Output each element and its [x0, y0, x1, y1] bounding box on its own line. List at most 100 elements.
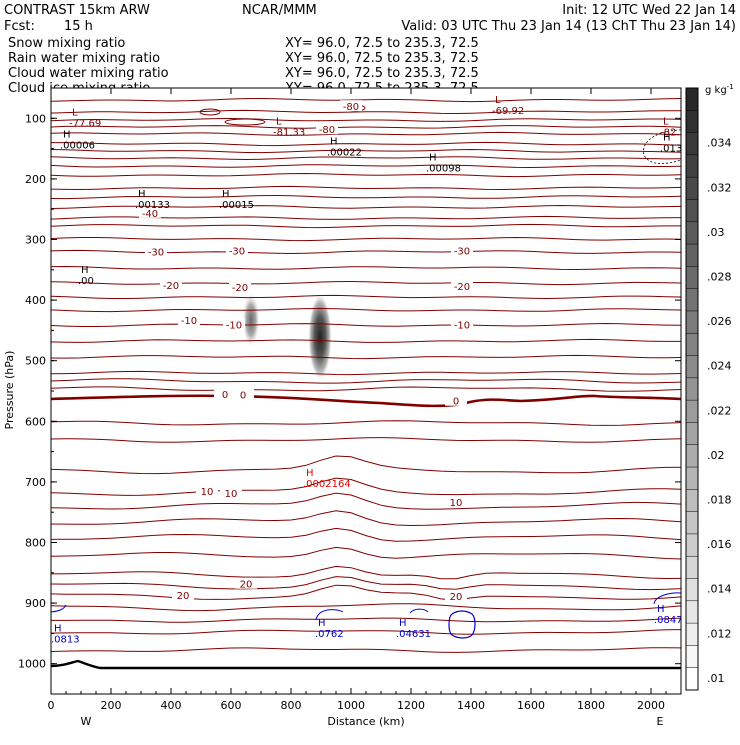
forecast-label: Fcst: [4, 19, 35, 34]
legend-snow-label: Snow mixing ratio [8, 36, 125, 51]
colorbar-segment [686, 221, 698, 245]
contour-label: 10 [201, 487, 214, 498]
extrema-labels: L-77.69 L-81.33L-69.92L-82.3H.00006 H.0002… [51, 95, 683, 645]
colorbar-segment [686, 422, 698, 446]
contour-label: -10 [454, 320, 470, 331]
title-left: CONTRAST 15km ARW [4, 3, 150, 18]
colorbar-segment [686, 623, 698, 646]
legend-cloud-water-xy: XY= 96.0, 72.5 to 235.3, 72.5 [285, 66, 479, 81]
cloud-water-blob-1 [448, 610, 476, 639]
temperature-contour-line [51, 386, 681, 392]
contour-label-bg [214, 388, 236, 400]
valid-time: Valid: 03 UTC Thu 23 Jan 14 (13 ChT Thu … [401, 19, 736, 34]
colorbar-segment [686, 177, 698, 200]
colorbar-segment [686, 333, 698, 356]
y-tick-label: 100 [25, 112, 46, 125]
contour-label: -40 [142, 209, 158, 220]
contour-label: 0 [240, 391, 246, 402]
contour-label-bg [226, 244, 248, 256]
legend: Snow mixing ratio XY= 96.0, 72.5 to 235.… [8, 36, 479, 96]
extremum-value: .00015 [219, 200, 254, 211]
temperature-contour-line [51, 565, 681, 580]
contour-label-bg [445, 495, 467, 507]
title-center: NCAR/MMM [242, 3, 317, 18]
high-marker: H [330, 136, 338, 147]
colorbar-segment [686, 489, 698, 512]
contour-label-bg [451, 318, 473, 330]
temperature-contour-line [51, 617, 681, 623]
contour-label-bg [235, 577, 257, 589]
temperature-contour-line [51, 294, 681, 300]
colorbar-segment [686, 400, 698, 423]
colorbar-segment [686, 511, 698, 535]
temperature-contour-line [51, 378, 681, 384]
temperature-contour-line [51, 148, 681, 154]
snow-maximum-east [308, 293, 332, 381]
temperature-contour-line [51, 437, 681, 443]
temperature-contour-line [51, 265, 681, 271]
contour-label: -80 [343, 102, 359, 113]
temperature-contour-line [51, 236, 681, 242]
colorbar-segment [686, 355, 698, 379]
colorbar-tick-label: .01 [707, 672, 725, 685]
contour-label-bg [223, 318, 245, 330]
x-axis-title: Distance (km) [327, 715, 404, 728]
colorbar-unit: g kg-1 [705, 83, 734, 96]
temperature-contour-line [51, 477, 681, 496]
temperature-contour-line [51, 338, 681, 343]
contour-label: -20 [232, 283, 248, 294]
temperature-contour-line [51, 223, 681, 229]
temperature-contour-line [51, 584, 681, 601]
extremum-value: -77.69 [69, 118, 101, 129]
temperature-contour-line [51, 307, 681, 313]
extremum-value: .0847 [654, 615, 683, 626]
contour-label: 0 [222, 390, 228, 401]
colorbar-segment [686, 288, 698, 312]
contour-label: 10 [225, 489, 238, 500]
contour-label: 10 [450, 498, 463, 509]
contour-label-bg [229, 280, 251, 292]
colorbar-segment [686, 578, 698, 602]
x-endpoint-east: E [657, 715, 664, 728]
contour-label: -10 [181, 316, 197, 327]
colorbar-segment [686, 244, 698, 267]
temperature-contour-line [51, 354, 681, 360]
temperature-contour-line [51, 164, 681, 169]
contour-label-bg [220, 486, 242, 498]
low-marker: L [276, 116, 282, 127]
colorbar-tick-label: .012 [707, 627, 732, 640]
high-marker: H [429, 153, 437, 164]
contour-label: 20 [177, 591, 190, 602]
colorbar-segment [686, 533, 698, 557]
temperature-contour-line [51, 194, 681, 200]
temperature-contour-line [51, 546, 681, 560]
x-tick-label: 1200 [397, 699, 425, 712]
high-marker: H [81, 265, 89, 276]
colorbar-tick-label: .016 [707, 538, 732, 551]
high-marker: H [318, 618, 326, 629]
colorbar-tick-label: .024 [707, 360, 732, 373]
contour-label: 20 [240, 580, 253, 591]
temperature-contour-line [51, 185, 681, 191]
y-tick-label: 900 [25, 597, 46, 610]
temperature-contour-line [51, 455, 681, 475]
x-tick-label: 200 [101, 699, 122, 712]
extremum-value: .00133 [135, 200, 170, 211]
contour-label: -80 [319, 125, 335, 136]
low-marker: L [663, 116, 669, 127]
x-axis: 0 200 400 600 800 1000 1200 1400 1600 1800 2000 [48, 88, 682, 712]
cloud-ice-outline [643, 129, 681, 164]
temperature-contour-line [51, 492, 681, 510]
contour-label-bg [451, 244, 473, 256]
contour-label: -10 [226, 320, 242, 331]
x-tick-label: 1000 [337, 699, 365, 712]
temperature-contour-line [51, 97, 681, 103]
init-time: Init: 12 UTC Wed 22 Jan 14 [562, 3, 736, 18]
contour-label: -30 [229, 246, 245, 257]
legend-cloud-water-label: Cloud water mixing ratio [8, 66, 169, 81]
colorbar-tick-label: .032 [707, 181, 732, 194]
upper-closed-contour-2 [224, 118, 266, 126]
extremum-value: .00098 [426, 164, 461, 175]
extremum-value: -69.92 [492, 106, 524, 117]
colorbar-tick-label: .028 [707, 271, 732, 284]
